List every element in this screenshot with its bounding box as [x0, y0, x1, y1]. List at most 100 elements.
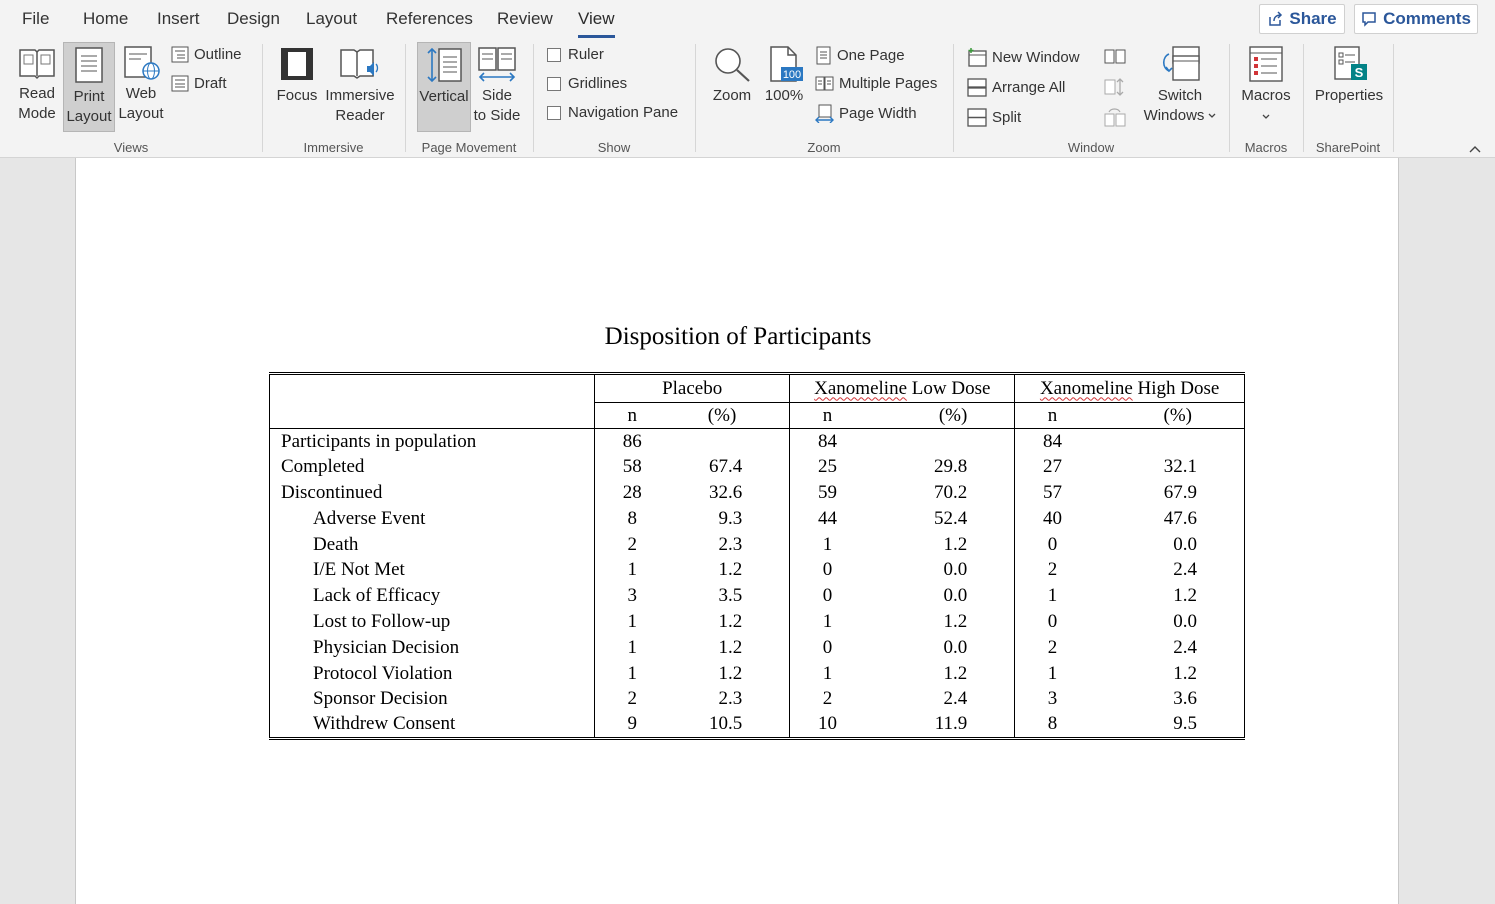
count-cell: 58	[622, 456, 642, 478]
percent-cell: 9.3	[669, 505, 791, 532]
count-cell: 28	[622, 481, 642, 503]
immersive-reader-button[interactable]: Immersive Reader	[323, 46, 397, 130]
percent-cell	[864, 428, 1016, 455]
vertical-scroll-icon	[427, 47, 462, 83]
immersive-reader-icon	[340, 49, 379, 79]
split-button[interactable]: Split	[967, 108, 1021, 127]
table-row: Sponsor Decision 2 2.3 2 2.4 3 3.6	[269, 686, 1245, 713]
page-width-button[interactable]: Page Width	[815, 104, 917, 123]
window-group-label: Window	[1067, 140, 1115, 155]
tab-insert[interactable]: Insert	[157, 9, 200, 28]
switch-windows-label-1: Switch	[1157, 87, 1203, 104]
synchronous-scrolling-button[interactable]	[1104, 77, 1126, 102]
count-cell: 2	[1047, 636, 1058, 658]
count-cell: 1	[627, 559, 638, 581]
draft-button[interactable]: Draft	[171, 75, 227, 92]
chevron-up-icon	[1469, 146, 1481, 153]
count-cell: 1	[822, 662, 833, 684]
read-mode-button[interactable]: Read Mode	[12, 46, 62, 130]
percent-cell: 52.4	[864, 505, 1016, 532]
macros-group-label: Macros	[1244, 140, 1288, 155]
tab-file[interactable]: File	[22, 9, 50, 28]
macros-icon	[1249, 46, 1283, 82]
zoom-100-button[interactable]: 100 100%	[762, 46, 806, 130]
table-row: Withdrew Consent 9 10.5 10 11.9 8 9.5	[269, 712, 1245, 739]
percent-cell	[669, 428, 791, 455]
tab-review[interactable]: Review	[497, 9, 553, 28]
side-to-side-button[interactable]: Side to Side	[473, 46, 521, 130]
n-header: n	[1014, 402, 1090, 429]
gridlines-check-box[interactable]	[547, 76, 561, 91]
count-cell: 1	[627, 610, 638, 632]
table-row: I/E Not Met 1 1.2 0 0.0 2 2.4	[269, 557, 1245, 584]
reset-window-position-button[interactable]	[1104, 107, 1126, 132]
split-icon	[967, 108, 987, 127]
percent-cell: 1.2	[669, 609, 791, 635]
gridlines-checkbox[interactable]: Gridlines	[547, 75, 627, 92]
multiple-pages-label: Multiple Pages	[839, 75, 938, 92]
page-width-label: Page Width	[839, 105, 917, 122]
switch-windows-icon	[1162, 46, 1200, 81]
web-layout-button[interactable]: Web Layout	[117, 46, 165, 130]
percent-cell: 3.5	[669, 583, 791, 610]
percent-cell	[1090, 429, 1245, 455]
zoom-button[interactable]: Zoom	[707, 46, 757, 130]
one-page-button[interactable]: One Page	[815, 46, 905, 65]
table-row: Adverse Event 8 9.3 44 52.4 40 47.6	[269, 505, 1245, 532]
ruler-checkbox[interactable]: Ruler	[547, 46, 604, 63]
new-window-button[interactable]: New Window	[967, 48, 1080, 67]
percent-cell: 32.6	[669, 480, 791, 506]
print-layout-label-1: Print	[73, 88, 105, 105]
new-window-label: New Window	[992, 49, 1080, 66]
table-row: Participants in population 86 84 84	[269, 428, 1245, 455]
pct-header: (%)	[864, 402, 1016, 429]
table-row: Physician Decision 1 1.2 0 0.0 2 2.4	[269, 634, 1245, 661]
percent-cell: 10.5	[669, 712, 791, 739]
properties-button[interactable]: S Properties	[1311, 46, 1387, 130]
tab-view[interactable]: View	[578, 9, 615, 38]
view-side-by-side-button[interactable]	[1104, 48, 1126, 71]
percent-cell: 0.0	[864, 557, 1016, 584]
percent-cell: 1.2	[669, 634, 791, 661]
row-label: Physician Decision	[269, 634, 595, 661]
macros-button[interactable]: Macros	[1239, 46, 1293, 132]
immersive-reader-label-2: Reader	[335, 107, 385, 124]
share-icon	[1269, 11, 1283, 26]
tab-design[interactable]: Design	[227, 9, 280, 28]
percent-cell: 29.8	[864, 454, 1016, 481]
count-cell: 57	[1043, 481, 1063, 503]
document-page[interactable]: Disposition of Participants Placebo Xano…	[75, 158, 1399, 904]
tab-references[interactable]: References	[386, 9, 473, 28]
vertical-button[interactable]: Vertical	[417, 42, 471, 132]
switch-windows-button[interactable]: Switch Windows	[1138, 46, 1222, 130]
percent-cell: 1.2	[669, 660, 791, 687]
n-header: n	[789, 402, 865, 429]
ruler-check-box[interactable]	[547, 47, 561, 62]
percent-cell: 2.4	[864, 686, 1016, 713]
collapse-ribbon-button[interactable]	[1469, 140, 1481, 156]
ribbon-separator	[262, 44, 263, 152]
immersive-reader-label-1: Immersive	[325, 87, 395, 104]
count-cell: 3	[1047, 688, 1058, 710]
comments-button[interactable]: Comments	[1354, 4, 1478, 34]
ribbon-separator	[1393, 44, 1394, 152]
share-button[interactable]: Share	[1259, 4, 1345, 34]
navigation-pane-checkbox[interactable]: Navigation Pane	[547, 104, 678, 121]
tab-layout[interactable]: Layout	[306, 9, 358, 28]
switch-windows-label-2: Windows	[1143, 107, 1205, 124]
svg-text:S: S	[1355, 65, 1364, 80]
book-icon	[19, 49, 55, 80]
count-cell: 0	[1047, 533, 1058, 555]
focus-icon	[281, 48, 313, 80]
print-layout-button[interactable]: Print Layout	[63, 42, 115, 132]
focus-button[interactable]: Focus	[274, 46, 320, 130]
outline-button[interactable]: Outline	[171, 46, 242, 63]
ribbon-separator	[405, 44, 406, 152]
tab-home[interactable]: Home	[83, 9, 129, 28]
arrange-all-button[interactable]: Arrange All	[967, 78, 1065, 97]
count-cell: 2	[627, 533, 638, 555]
percent-cell: 3.6	[1173, 688, 1197, 710]
percent-cell: 67.9	[1163, 481, 1197, 503]
multiple-pages-button[interactable]: Multiple Pages	[815, 75, 937, 92]
navigation-pane-check-box[interactable]	[547, 105, 561, 120]
